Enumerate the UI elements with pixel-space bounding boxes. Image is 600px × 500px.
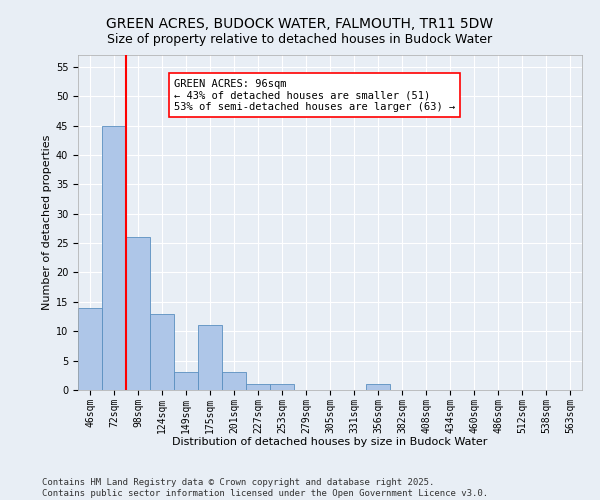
Bar (150, 314, 174, 390)
X-axis label: Distribution of detached houses by size in Budock Water: Distribution of detached houses by size … (172, 437, 488, 447)
Bar (366, 384, 390, 390)
Bar (126, 237, 150, 390)
Bar (78, 308, 102, 390)
Bar (222, 372, 246, 390)
Text: GREEN ACRES: 96sqm
← 43% of detached houses are smaller (51)
53% of semi-detache: GREEN ACRES: 96sqm ← 43% of detached hou… (174, 78, 455, 112)
Text: Size of property relative to detached houses in Budock Water: Size of property relative to detached ho… (107, 32, 493, 46)
Text: GREEN ACRES, BUDOCK WATER, FALMOUTH, TR11 5DW: GREEN ACRES, BUDOCK WATER, FALMOUTH, TR1… (106, 18, 494, 32)
Bar (198, 326, 222, 390)
Y-axis label: Number of detached properties: Number of detached properties (41, 135, 52, 310)
Bar (102, 126, 126, 390)
Text: Contains HM Land Registry data © Crown copyright and database right 2025.
Contai: Contains HM Land Registry data © Crown c… (42, 478, 488, 498)
Bar (270, 384, 294, 390)
Bar (174, 372, 198, 390)
Bar (246, 384, 270, 390)
